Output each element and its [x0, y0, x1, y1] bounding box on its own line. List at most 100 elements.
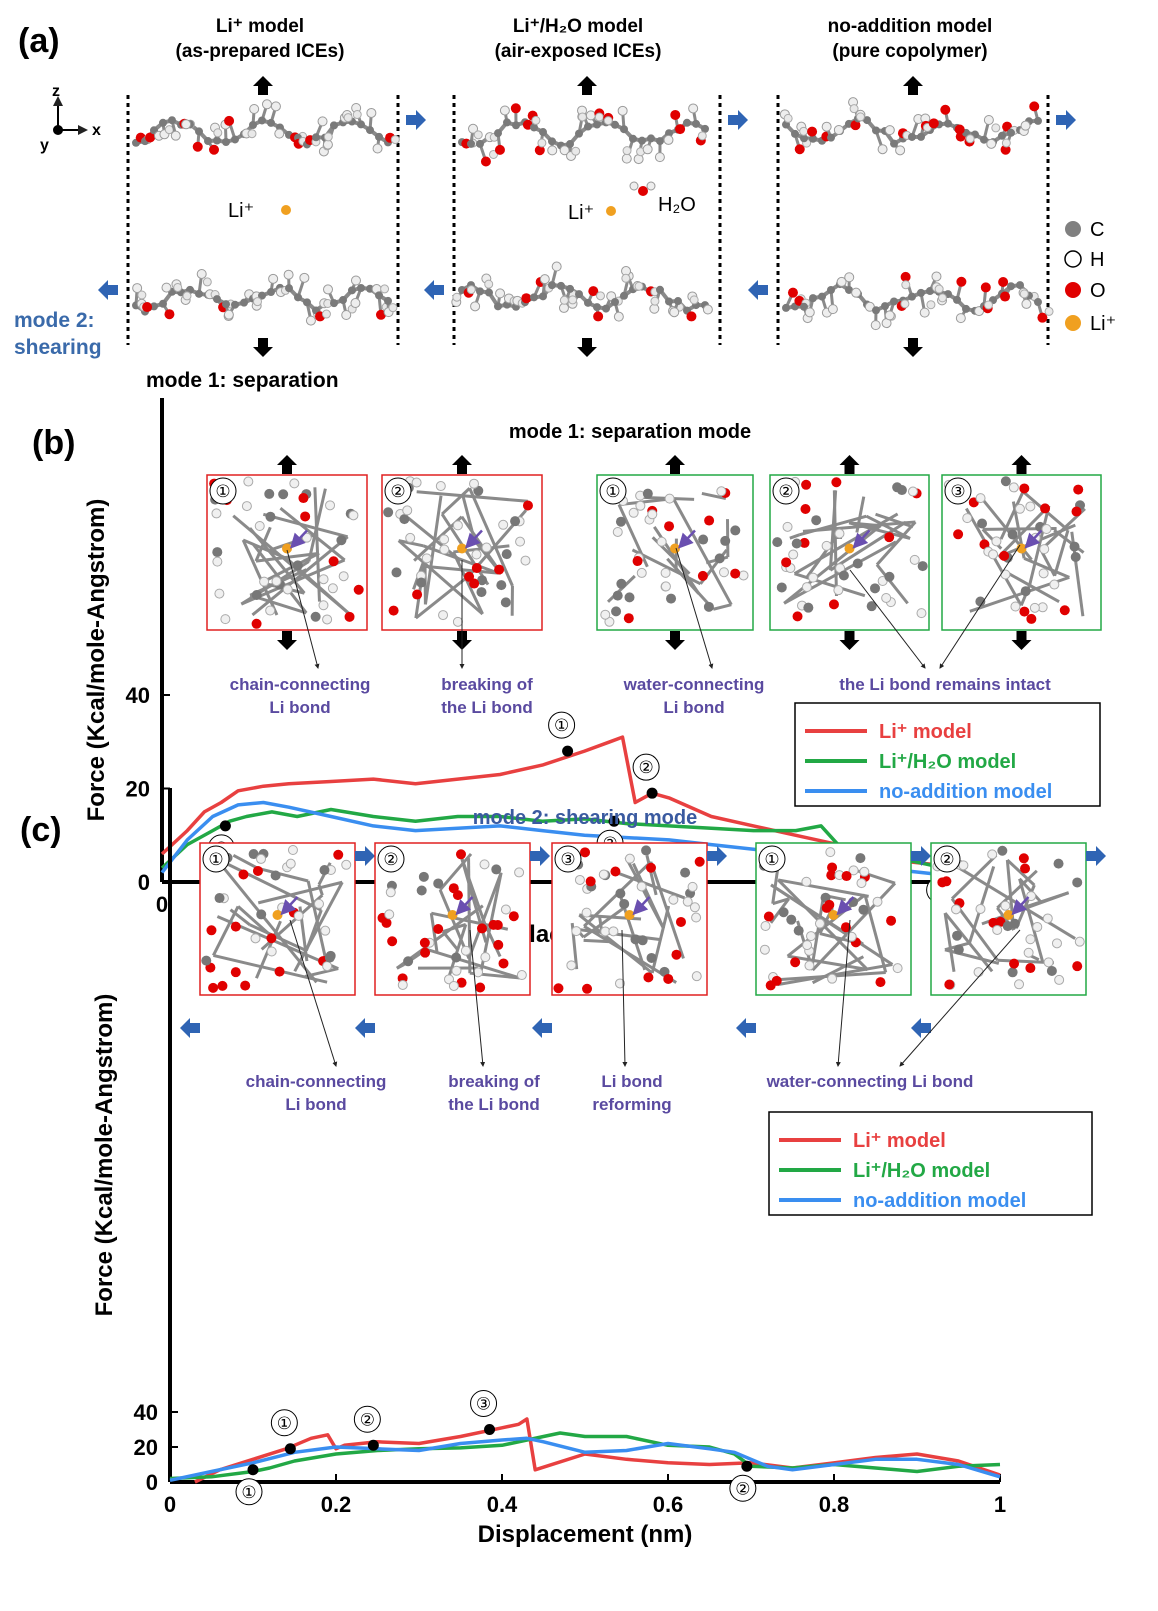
li-atom: [1003, 910, 1014, 920]
model-title-liwater: Li⁺/H₂O model: [513, 16, 643, 37]
shear-right-arrow: [1056, 110, 1076, 130]
marker-label: ②: [778, 482, 793, 502]
bond-arrow: [280, 896, 299, 916]
annotated-marker-label: ①: [241, 1483, 256, 1503]
annotated-marker-circle: [353, 1405, 381, 1433]
marker-label: ①: [764, 850, 779, 870]
inset-up-arrow: [665, 455, 685, 474]
shear-left-arrow: [424, 280, 444, 300]
shear-left-arrow-2: [355, 1018, 375, 1038]
annotated-point-4: [247, 1464, 259, 1476]
mode2-label-line1: mode 2:: [14, 309, 95, 332]
axes-gizmo: z x y: [40, 83, 101, 154]
legend-dot-lithium: [1065, 315, 1081, 331]
annotated-marker-circle: [270, 1409, 298, 1437]
annotated-marker-label: ②: [360, 1410, 375, 1430]
axis-y-label: y: [40, 137, 49, 154]
top-polymer-slab: [458, 103, 709, 167]
panel-c-title: mode 2: shearing mode: [473, 807, 698, 829]
caption-leader-c-4: [835, 919, 851, 1067]
y-axis-title: Force (Kcal/mole-Angstrom): [83, 499, 110, 822]
x-tick-label: 0.4: [487, 1492, 518, 1517]
snapshot-b-5: ③: [941, 455, 1102, 650]
caption-c-3-line2: reforming: [592, 1095, 671, 1114]
marker-label: ②: [383, 850, 398, 870]
snapshot-c-2: ②: [374, 842, 531, 996]
bond-arrow: [455, 896, 474, 916]
caption-leader-c-3: [621, 929, 628, 1067]
caption-b-1-line2: Li bond: [269, 698, 330, 717]
shear-right-arrow-3: [707, 846, 727, 866]
top-polymer-slab: [779, 97, 1042, 156]
li-ion-label-1: Li⁺: [228, 200, 254, 222]
marker-label: ③: [950, 482, 965, 502]
annotated-point-1: [562, 745, 574, 757]
y-tick-label: 20: [126, 777, 150, 802]
y-tick-label: 20: [134, 1435, 158, 1460]
annotated-marker-circle: [235, 1478, 263, 1506]
annotated-point-3: [484, 1424, 496, 1435]
marker-circle: [758, 845, 786, 873]
snapshot-b-4: ②: [769, 455, 930, 650]
marker-circle: [933, 845, 961, 873]
legend-dot-hydrogen: [1064, 250, 1082, 268]
model-subtitle-liwater: (air-exposed ICEs): [495, 41, 662, 62]
x-axis-title: Displacement (nm): [478, 1521, 693, 1548]
bottom-polymer-slab: [782, 271, 1054, 331]
shear-right-arrow-2: [530, 846, 550, 866]
series-line-3: [169, 1436, 1001, 1483]
annotated-point-2: [367, 1439, 379, 1451]
marker-circle: [202, 845, 230, 873]
annotated-point-2: [646, 787, 658, 799]
marker-circle: [599, 477, 627, 505]
chart-legend: Li⁺ model Li⁺/H₂O model no-addition model: [768, 1111, 1093, 1216]
axis-z-label: z: [52, 83, 60, 100]
separation-down-arrow: [253, 338, 273, 357]
separation-up-arrow: [903, 76, 923, 95]
caption-b-2-line1: breaking of: [441, 675, 533, 694]
snapshot-c-1: ①: [199, 842, 356, 996]
legend-label-1: Li⁺ model: [853, 1130, 946, 1152]
y-tick-label: 40: [134, 1400, 158, 1425]
marker-label: ①: [215, 482, 230, 502]
x-tick-label: 1: [994, 1492, 1006, 1517]
caption-c-2-line2: the Li bond: [448, 1095, 540, 1114]
annotated-marker-circle: [632, 753, 660, 781]
marker-circle: [944, 477, 972, 505]
marker-circle: [554, 845, 582, 873]
bond-arrow: [289, 529, 308, 549]
inset-up-arrow: [277, 455, 297, 474]
shear-left-arrow-1: [180, 1018, 200, 1038]
inset-down-arrow: [1011, 631, 1032, 650]
water-label: H₂O: [658, 194, 696, 216]
caption-b-4-line1: the Li bond remains intact: [839, 675, 1051, 694]
bond-arrow: [836, 896, 855, 916]
li-atom: [828, 910, 839, 920]
li-ion-2: [606, 206, 616, 216]
caption-leader-b-4: [849, 569, 926, 669]
li-atom: [624, 910, 635, 920]
li-atom: [670, 543, 680, 554]
marker-circle: [384, 477, 412, 505]
snapshot-c-4: ①: [755, 842, 912, 996]
bond-arrow: [1011, 896, 1030, 916]
atom-legend: C H O Li⁺: [1064, 219, 1116, 335]
li-ion-label-2: Li⁺: [568, 202, 594, 224]
caption-b-1-line1: chain-connecting: [230, 675, 371, 694]
annotated-point-3: [219, 820, 231, 832]
shear-right-arrow-1: [355, 846, 375, 866]
li-atom: [272, 910, 283, 920]
simulation-boxes: [98, 76, 1076, 357]
marker-label: ①: [208, 850, 223, 870]
li-ion-1: [281, 205, 291, 215]
annotated-marker-label: ①: [277, 1414, 292, 1434]
x-tick-label: 0.8: [819, 1492, 850, 1517]
caption-c-3-line1: Li bond: [601, 1072, 662, 1091]
panel-b-snapshots: ① ② ① ② ③: [206, 455, 1102, 669]
caption-leader-b-5: [939, 544, 1021, 669]
annotated-point-1: [284, 1443, 296, 1455]
annotated-marker-circle: [470, 1390, 498, 1417]
marker-circle: [209, 477, 237, 505]
simulation-box-2: [424, 76, 748, 357]
